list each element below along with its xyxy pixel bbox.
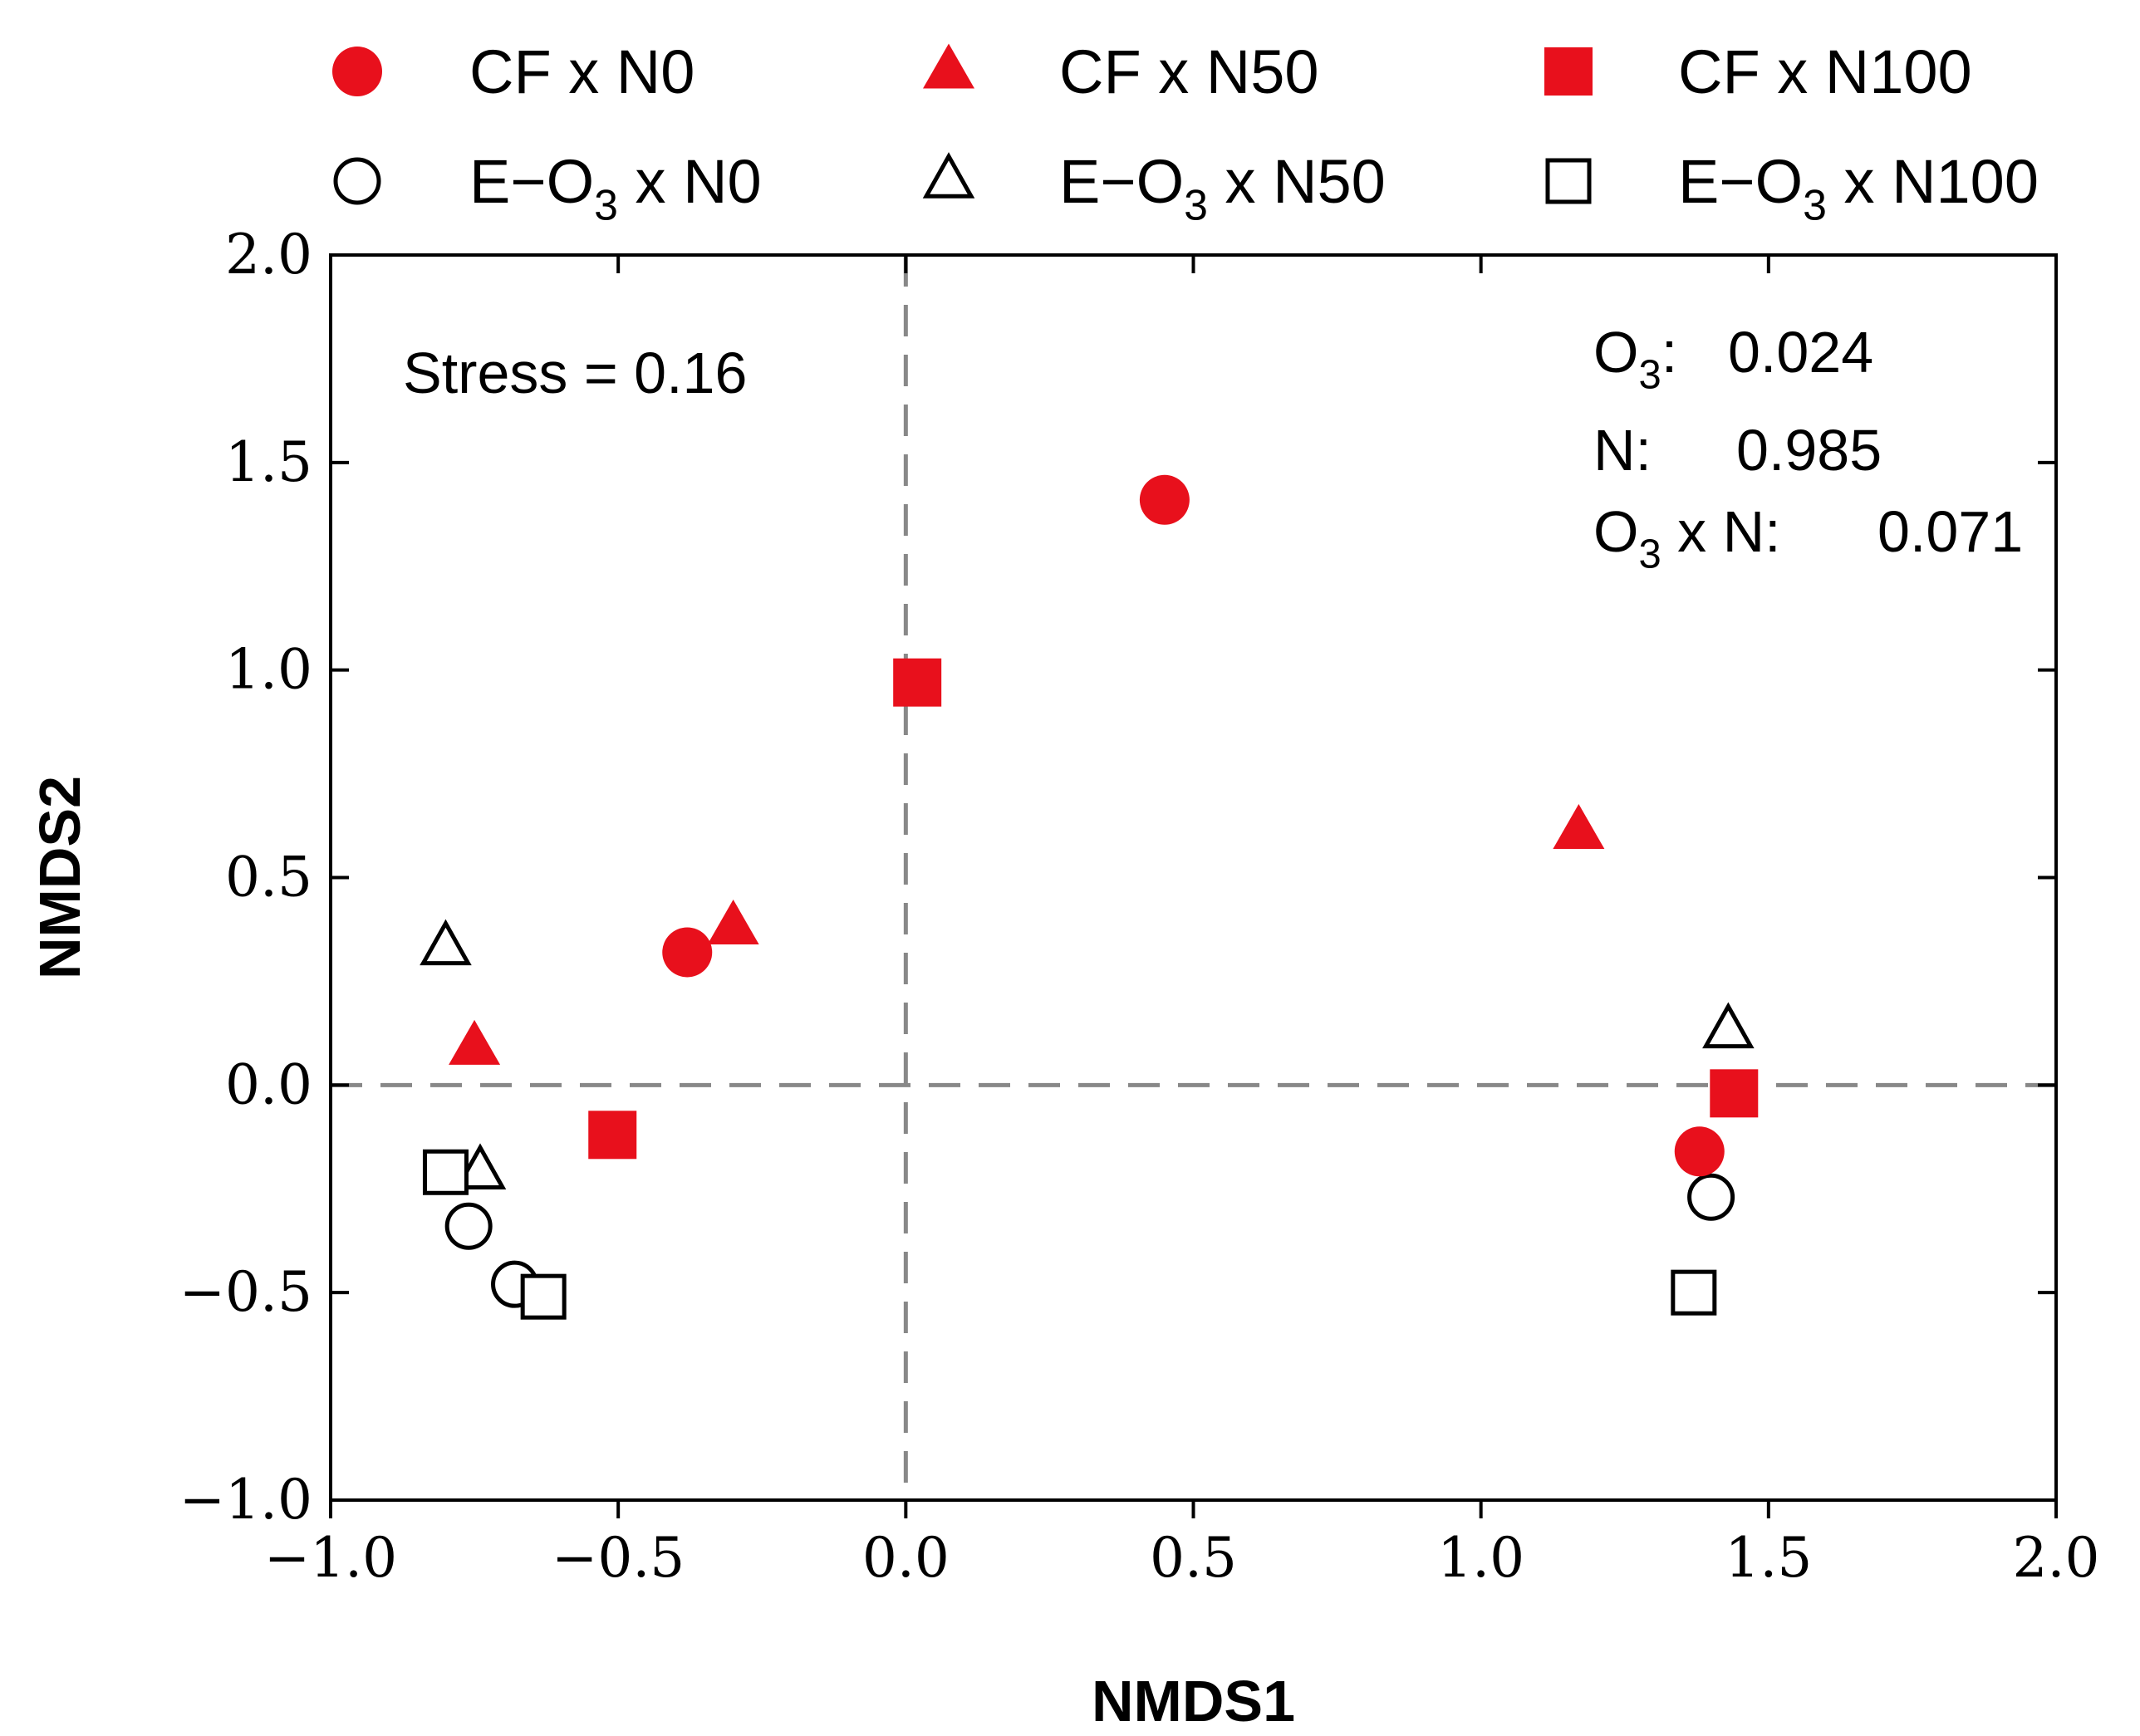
data-point xyxy=(588,1111,637,1160)
x-tick-label: 2.0 xyxy=(2013,1526,2100,1590)
triangle-legend-marker xyxy=(922,152,975,199)
legend-entry: E−O3 x N100 xyxy=(1545,147,2039,229)
triangle-legend-marker xyxy=(923,43,974,89)
o3-pvalue-label: O3: xyxy=(1593,320,1677,398)
y-tick-label: 0.0 xyxy=(225,1052,312,1116)
legend-label: CF x N50 xyxy=(1059,37,1319,106)
annotations: Stress = 0.16 O3: 0.024 N: 0.985 O3 x N: 0.071 xyxy=(403,320,2023,577)
legend: CF x N0 CF x N50 CF x N100 E−O3 x N0 E−O3 x … xyxy=(332,37,2039,229)
legend-label: E−O3 x N100 xyxy=(1678,147,2039,229)
interaction-pvalue-label: O3 x N: xyxy=(1593,499,1781,577)
y-tick-label: 2.0 xyxy=(225,223,312,287)
interaction-pvalue: 0.071 xyxy=(1877,499,2023,564)
legend-entry: E−O3 x N0 xyxy=(333,147,762,229)
y-tick-label: 0.5 xyxy=(225,846,312,910)
circle-legend-marker xyxy=(332,47,382,96)
square-legend-marker xyxy=(1545,158,1592,204)
square-legend-marker xyxy=(1544,47,1593,96)
x-tick-label: 0.0 xyxy=(862,1526,950,1590)
x-axis-label: NMDS1 xyxy=(1092,1669,1295,1734)
y-tick-label: 1.0 xyxy=(225,638,312,702)
legend-label: CF x N0 xyxy=(469,37,695,106)
plot-area xyxy=(331,255,2056,1500)
x-tick-label: −0.5 xyxy=(552,1526,685,1590)
data-point xyxy=(1710,1069,1759,1118)
y-tick-label: 1.5 xyxy=(225,430,312,494)
data-point xyxy=(422,1149,469,1195)
stress-annotation: Stress = 0.16 xyxy=(403,341,747,405)
x-tick-label: 0.5 xyxy=(1150,1526,1237,1590)
data-point xyxy=(662,927,713,978)
legend-label: CF x N100 xyxy=(1678,37,1972,106)
data-point xyxy=(1553,804,1605,850)
legend-entry: CF x N0 xyxy=(332,37,695,106)
data-point xyxy=(520,1273,567,1320)
legend-entry: CF x N100 xyxy=(1544,37,1972,106)
n-pvalue-label: N: xyxy=(1593,418,1652,483)
legend-entry: E−O3 x N50 xyxy=(922,147,1386,229)
legend-entry: CF x N50 xyxy=(923,37,1319,106)
x-tick-label: 1.5 xyxy=(1725,1526,1812,1590)
y-tick-label: −0.5 xyxy=(179,1260,312,1324)
circle-legend-marker xyxy=(333,157,381,205)
data-point xyxy=(420,919,472,966)
x-tick-label: 1.0 xyxy=(1437,1526,1524,1590)
data-point xyxy=(444,1202,493,1250)
y-tick-label: −1.0 xyxy=(179,1468,312,1532)
data-point xyxy=(893,658,942,707)
data-point xyxy=(1687,1173,1735,1221)
data-point xyxy=(1674,1126,1725,1177)
data-point xyxy=(449,1019,501,1065)
data-point xyxy=(1139,474,1190,525)
x-tick-label: −1.0 xyxy=(264,1526,397,1590)
data-point xyxy=(1702,1002,1755,1049)
legend-label: E−O3 x N0 xyxy=(469,147,762,229)
o3-pvalue: 0.024 xyxy=(1728,320,1873,385)
data-point xyxy=(707,899,759,944)
data-point xyxy=(454,1143,507,1190)
y-axis-label: NMDS2 xyxy=(27,776,92,979)
data-point xyxy=(1671,1269,1717,1316)
legend-label: E−O3 x N50 xyxy=(1059,147,1386,229)
axes: −1.0 −0.5 0.0 0.5 1.0 1.5 2.0 −1.0 −0.5 0.0 0.5 1.0… xyxy=(27,223,2099,1734)
n-pvalue: 0.985 xyxy=(1736,418,1882,483)
